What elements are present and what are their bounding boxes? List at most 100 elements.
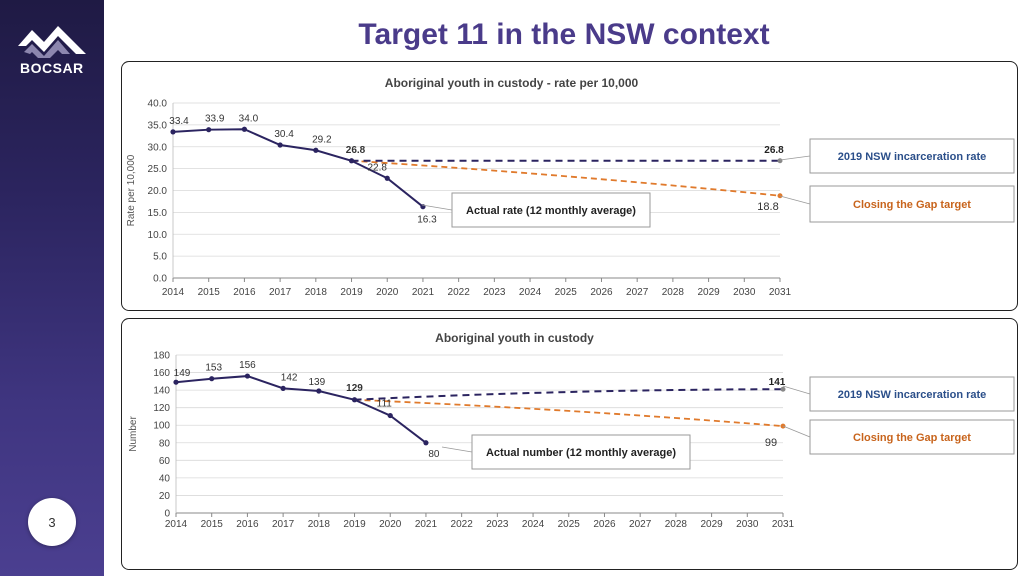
actual-data-label: 142 [281, 372, 298, 383]
y-tick-label: 25.0 [148, 164, 168, 175]
x-tick-label: 2016 [233, 287, 256, 298]
actual-data-label: 33.9 [205, 114, 225, 125]
x-tick-label: 2021 [412, 287, 435, 298]
closing-gap-target-line [354, 398, 784, 427]
actual-data-point [316, 388, 322, 394]
slide-title: Target 11 in the NSW context [358, 18, 770, 51]
y-tick-label: 140 [153, 386, 170, 397]
y-tick-label: 30.0 [148, 142, 168, 153]
y-tick-label: 40.0 [148, 99, 168, 110]
x-tick-label: 2018 [305, 287, 328, 298]
closing-gap-callout-pointer [779, 195, 811, 205]
rate-chart: Aboriginal youth in custody - rate per 1… [126, 76, 1015, 298]
x-tick-label: 2014 [165, 519, 188, 530]
closing-gap-callout-text: Closing the Gap target [853, 199, 971, 211]
actual-data-point [277, 142, 283, 148]
y-tick-label: 60 [159, 456, 171, 467]
y-tick-label: 120 [153, 403, 170, 414]
actual-data-point [423, 440, 429, 446]
y-tick-label: 20 [159, 491, 171, 502]
x-tick-label: 2017 [272, 519, 295, 530]
actual-data-point [173, 379, 179, 385]
actual-data-label: 22.8 [368, 162, 388, 173]
actual-callout-text: Actual rate (12 monthly average) [466, 205, 636, 217]
x-tick-label: 2029 [697, 287, 720, 298]
x-tick-label: 2025 [555, 287, 578, 298]
x-tick-label: 2019 [340, 287, 363, 298]
x-tick-label: 2030 [736, 519, 759, 530]
number-chart-panel: Aboriginal youth in custody Number 0 20 40 60… [121, 318, 1018, 570]
y-tick-label: 40 [159, 473, 171, 484]
actual-callout: Actual number (12 monthly average) [441, 434, 691, 470]
x-tick-label: 2029 [700, 519, 723, 530]
actual-data-label: 129 [346, 383, 363, 394]
nsw-rate-callout-box [809, 376, 1015, 412]
y-tick-label: 0.0 [153, 274, 167, 285]
chart-title: Aboriginal youth in custody - rate per 1… [385, 76, 639, 90]
actual-data-label: 33.4 [169, 116, 189, 127]
actual-series-line [175, 375, 427, 444]
x-tick-label: 2027 [629, 519, 652, 530]
actual-callout-pointer [441, 446, 473, 453]
y-tick-label: 160 [153, 368, 170, 379]
nsw-rate-callout: 2019 NSW incarceration rate [779, 138, 1015, 174]
actual-data-point [348, 158, 355, 164]
y-tick-label: 180 [153, 351, 170, 362]
x-tick-label: 2030 [733, 287, 756, 298]
y-tick-label: 20.0 [148, 186, 168, 197]
actual-callout-pointer [421, 204, 453, 211]
actual-data-label: 149 [174, 368, 191, 379]
nsw-rate-callout-pointer [782, 385, 811, 395]
actual-data-point [170, 129, 176, 135]
x-tick-label: 2024 [519, 287, 542, 298]
actual-callout-box [471, 434, 691, 470]
closing-gap-callout: Closing the Gap target [779, 185, 1015, 223]
actual-data-point [280, 385, 286, 391]
y-tick-label: 0 [164, 509, 170, 520]
actual-data-point [241, 126, 248, 132]
x-tick-label: 2031 [772, 519, 795, 530]
actual-data-label: 16.3 [417, 215, 437, 226]
closing-gap-target-end-label: 99 [765, 437, 777, 449]
x-tick-label: 2015 [198, 287, 221, 298]
x-tick-label: 2026 [590, 287, 613, 298]
x-tick-label: 2019 [343, 519, 366, 530]
rate-chart-panel: Aboriginal youth in custody - rate per 1… [121, 61, 1018, 311]
actual-callout: Actual rate (12 monthly average) [421, 192, 651, 228]
x-tick-label: 2024 [522, 519, 545, 530]
closing-gap-callout: Closing the Gap target [782, 419, 1015, 455]
y-axis-label: Number [128, 416, 139, 452]
actual-data-label: 80 [428, 449, 440, 460]
nsw-2019-rate-endpoint [777, 158, 783, 164]
actual-data-label: 29.2 [312, 134, 332, 145]
nsw-rate-callout: 2019 NSW incarceration rate [782, 376, 1015, 412]
x-tick-label: 2020 [379, 519, 402, 530]
actual-data-label: 30.4 [274, 129, 294, 140]
closing-gap-callout-box [809, 419, 1015, 455]
x-tick-label: 2025 [558, 519, 581, 530]
y-tick-label: 10.0 [148, 230, 168, 241]
x-tick-label: 2017 [269, 287, 292, 298]
closing-gap-target-end-label: 18.8 [757, 201, 778, 213]
actual-data-point [387, 412, 393, 419]
nsw-rate-callout-pointer [779, 155, 811, 161]
closing-gap-target-line [351, 159, 781, 197]
actual-data-point [313, 147, 319, 153]
actual-data-label: 139 [308, 377, 325, 388]
x-tick-label: 2028 [665, 519, 688, 530]
y-tick-label: 100 [153, 421, 170, 432]
number-chart: Aboriginal youth in custody Number 0 20 40 60… [128, 331, 1015, 530]
y-tick-label: 5.0 [153, 252, 167, 263]
actual-series-line [172, 128, 424, 208]
y-axis-label: Rate per 10,000 [126, 154, 137, 226]
x-tick-label: 2020 [376, 287, 399, 298]
y-tick-label: 15.0 [148, 208, 168, 219]
x-tick-label: 2016 [236, 519, 259, 530]
closing-gap-target-endpoint [777, 193, 783, 199]
actual-callout-text: Actual number (12 monthly average) [486, 447, 676, 459]
page-number: 3 [28, 498, 76, 546]
actual-data-point [206, 127, 212, 133]
x-tick-label: 2031 [769, 287, 792, 298]
chart-title: Aboriginal youth in custody [435, 331, 594, 345]
y-tick-label: 80 [159, 438, 171, 449]
